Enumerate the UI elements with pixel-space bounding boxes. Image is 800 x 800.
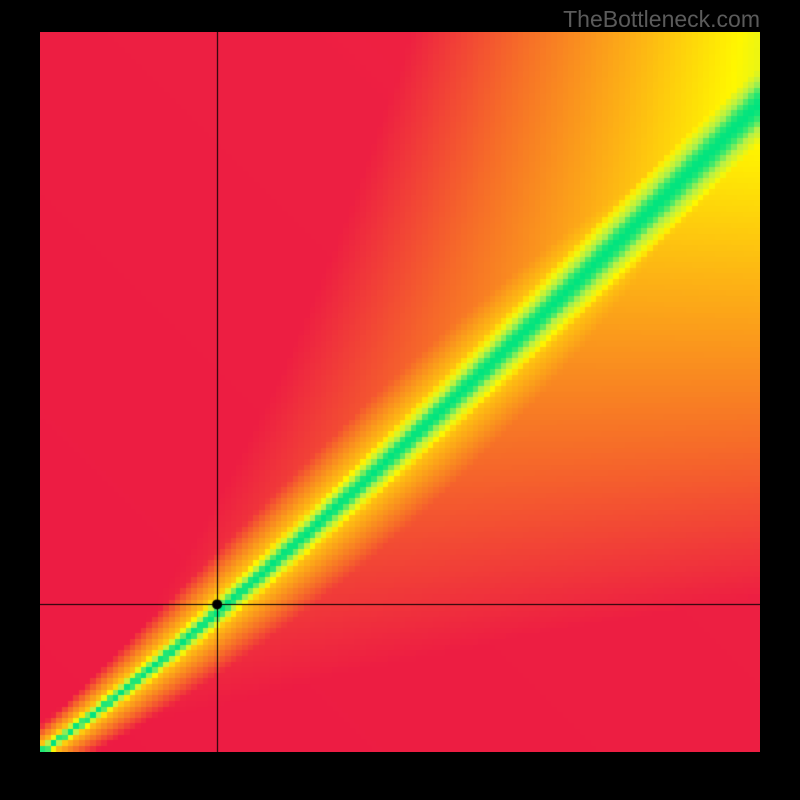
chart-container: TheBottleneck.com <box>0 0 800 800</box>
watermark-text: TheBottleneck.com <box>563 6 760 33</box>
bottleneck-heatmap <box>40 32 760 752</box>
